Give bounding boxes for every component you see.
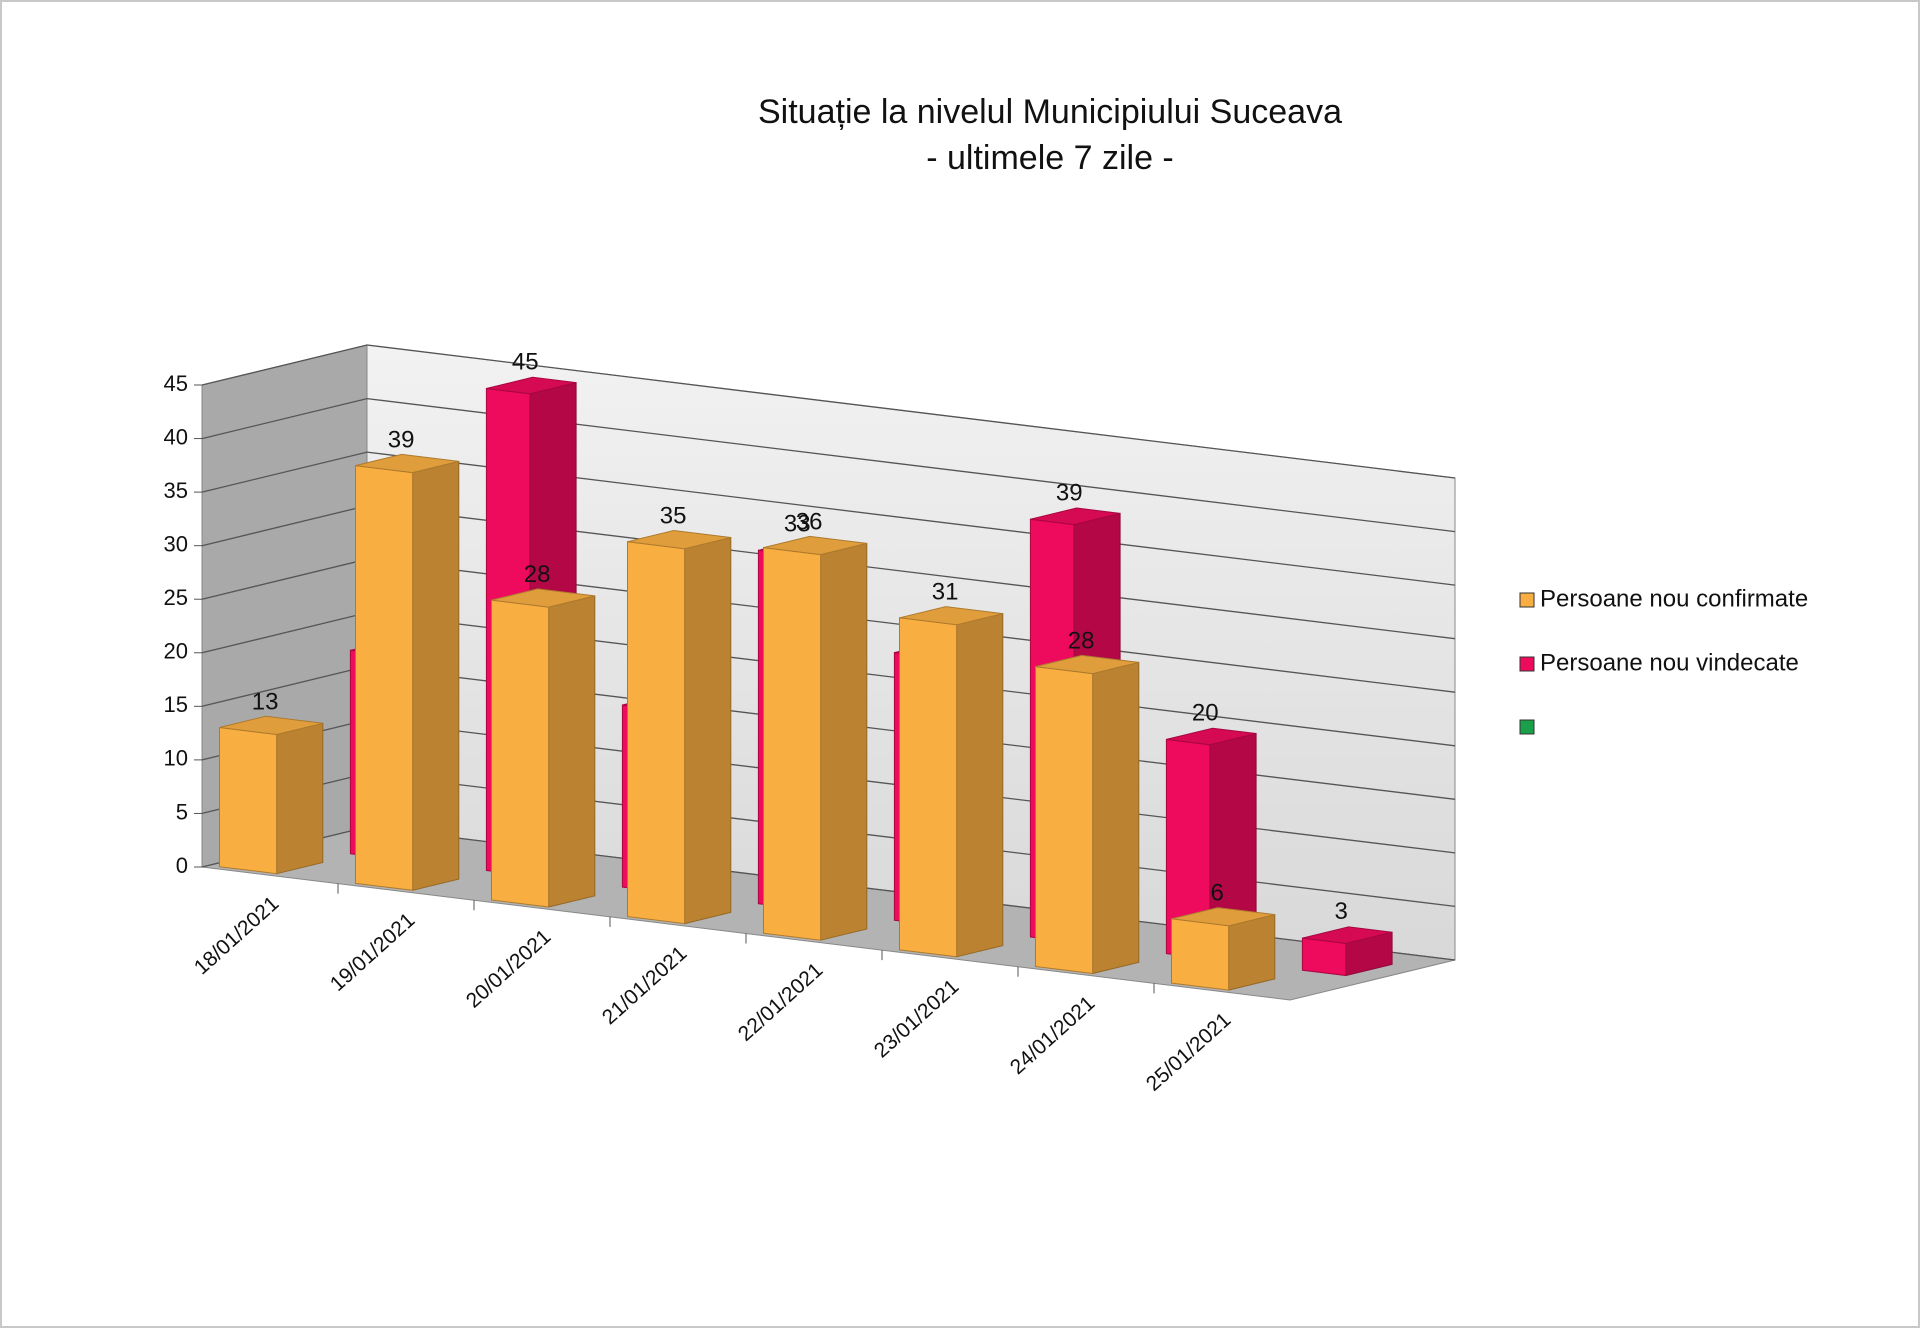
chart-title: Situație la nivelul Municipiului Suceava <box>758 93 1342 131</box>
y-tick-label: 10 <box>164 746 188 771</box>
bar-front <box>491 599 550 908</box>
data-label: 36 <box>796 509 823 536</box>
data-label: 33 <box>784 510 811 537</box>
bar-front <box>355 465 414 891</box>
bar <box>219 715 324 875</box>
data-label: 31 <box>932 579 959 606</box>
data-label: 6 <box>1210 880 1223 907</box>
y-tick-label: 35 <box>164 478 188 503</box>
data-label: 20 <box>1192 699 1219 726</box>
bar-side <box>956 612 1004 958</box>
legend-label: Persoane nou vindecate <box>1540 649 1799 676</box>
bar <box>1035 654 1140 975</box>
bar-top <box>763 535 867 556</box>
bar <box>627 529 732 925</box>
bar-top <box>627 529 731 550</box>
legend-label: Persoane nou confirmate <box>1540 585 1808 612</box>
data-label: 45 <box>512 349 539 376</box>
bar-top <box>899 606 1003 626</box>
bar-front <box>1301 937 1347 977</box>
chart-subtitle: - ultimele 7 zile - <box>926 139 1174 177</box>
bar-side <box>548 595 596 908</box>
y-tick-label: 5 <box>176 799 188 824</box>
bar-front <box>1171 918 1230 991</box>
bar <box>355 453 460 891</box>
bar-front <box>899 617 958 958</box>
legend-swatch <box>1519 592 1535 608</box>
bar-top <box>1166 727 1257 746</box>
y-tick-label: 0 <box>176 853 188 878</box>
y-tick-label: 15 <box>164 692 188 717</box>
data-label: 28 <box>524 561 551 588</box>
bar <box>763 535 868 941</box>
bar-side <box>276 722 324 875</box>
bar-side <box>1092 661 1140 975</box>
data-label: 35 <box>660 503 687 530</box>
bar-front <box>763 547 822 941</box>
bar-top <box>1171 907 1275 927</box>
data-label: 3 <box>1335 898 1348 925</box>
y-tick-label: 45 <box>164 371 188 396</box>
data-label: 39 <box>388 427 415 454</box>
grid-line <box>201 397 1456 533</box>
bar-side <box>684 536 732 925</box>
y-tick-label: 20 <box>164 639 188 664</box>
y-tick-label: 30 <box>164 531 188 556</box>
bar <box>1301 926 1393 977</box>
bar-top <box>219 715 323 736</box>
y-tick-label: 40 <box>164 424 188 449</box>
y-tick-label: 25 <box>164 585 188 610</box>
bar-top <box>1035 654 1139 675</box>
grid-line <box>201 344 1456 479</box>
bar-side <box>820 542 868 941</box>
bar-front <box>627 541 686 925</box>
data-label: 39 <box>1056 479 1083 506</box>
bar-top <box>491 588 595 608</box>
bar <box>491 588 596 908</box>
bar-front <box>219 726 278 875</box>
bar-front <box>1035 666 1094 975</box>
bar-side <box>1228 913 1276 991</box>
bar <box>1171 907 1276 991</box>
bar-top <box>355 453 459 474</box>
data-label: 28 <box>1068 627 1095 654</box>
legend-swatch <box>1519 656 1535 672</box>
bar-top <box>1302 926 1393 944</box>
bar-top <box>486 376 577 395</box>
bar <box>899 606 1004 958</box>
bar-top <box>1030 507 1121 526</box>
bar-side <box>412 460 460 891</box>
data-label: 13 <box>252 688 279 715</box>
legend-swatch-empty <box>1519 719 1535 735</box>
